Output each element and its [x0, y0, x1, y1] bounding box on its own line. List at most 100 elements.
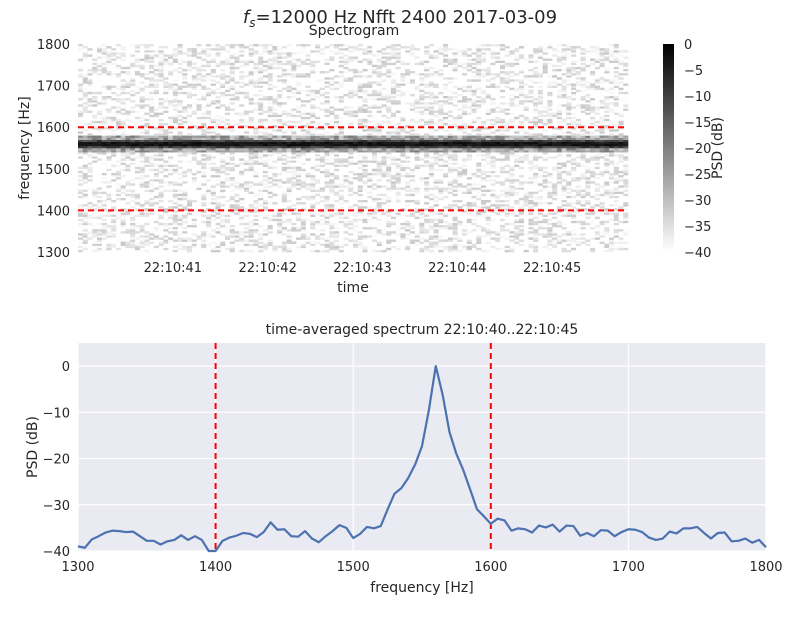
- spectrogram-cell: [149, 54, 155, 57]
- spectrogram-cell: [101, 102, 107, 105]
- spectrogram-cell: [371, 183, 378, 186]
- spectrogram-cell: [343, 48, 349, 51]
- spectrogram-cell: [424, 112, 430, 116]
- spectrogram-cell: [395, 131, 401, 134]
- spectrogram-cell: [248, 241, 254, 244]
- spectrogram-cell: [334, 160, 340, 163]
- spectrogram-cell: [106, 195, 112, 199]
- spectrogram-cell: [485, 48, 491, 51]
- spectrogram-cell: [215, 172, 221, 176]
- spectrogram-cell: [258, 62, 264, 66]
- spectrogram-cell: [182, 154, 188, 157]
- spectrogram-cell: [248, 79, 254, 82]
- spectrogram-cell: [556, 93, 562, 97]
- spectrogram-cell: [220, 243, 226, 247]
- spectrogram-cell: [376, 168, 382, 172]
- spectrogram-cell: [220, 150, 226, 153]
- spectrogram-cell: [414, 200, 420, 203]
- spectrogram-cell: [571, 168, 577, 172]
- spectrogram-cell: [187, 91, 193, 95]
- spectrogram-cell: [144, 156, 150, 159]
- spectrogram-cell: [466, 143, 472, 147]
- spectrogram-cell: [315, 150, 321, 153]
- spectrogram-cell: [220, 116, 226, 120]
- spectrogram-cell: [518, 197, 524, 201]
- spectrogram-cell: [168, 71, 174, 74]
- spectrogram-cell: [196, 150, 202, 153]
- spectrogram-cell: [566, 104, 572, 107]
- spectrogram-cell: [220, 210, 226, 213]
- spectrogram-cell: [258, 102, 264, 105]
- spectrogram-cell: [115, 123, 121, 126]
- spectrogram-cell: [96, 91, 103, 95]
- spectrogram-cell: [481, 189, 487, 192]
- spectrogram-cell: [168, 85, 174, 88]
- spectrogram-cell: [381, 229, 387, 232]
- spectrogram-cell: [523, 106, 529, 109]
- spectrogram-cell: [305, 185, 311, 188]
- spectrogram-cell: [158, 129, 164, 132]
- spectrogram-cell: [353, 177, 359, 180]
- spectrogram-cell: [499, 166, 506, 170]
- spectrogram-cell: [357, 60, 363, 64]
- spectrogram-cell: [182, 143, 188, 147]
- spectrogram-cell: [101, 231, 107, 234]
- spectrogram-cell: [196, 100, 202, 103]
- spectrogram-cell: [215, 114, 221, 118]
- spectrogram-cell: [348, 60, 354, 64]
- spectrogram-cell: [438, 120, 444, 124]
- spectrogram-cell: [96, 127, 103, 130]
- spectrogram-cell: [120, 162, 126, 165]
- spectrogram-cell: [305, 145, 311, 149]
- spectrogram-cell: [144, 112, 150, 116]
- spectrogram-cell: [144, 98, 150, 101]
- spectrogram-cell: [101, 85, 107, 88]
- spectrogram-cell: [575, 212, 581, 215]
- spectrogram-cell: [120, 160, 126, 163]
- spectrogram-cell: [566, 214, 572, 217]
- spectrogram-cell: [537, 48, 543, 51]
- spectrogram-cell: [319, 218, 325, 222]
- spectrogram-cell: [168, 200, 174, 203]
- spectrogram-cell: [348, 187, 354, 190]
- spectrogram-cell: [580, 164, 586, 168]
- spectrogram-cell: [272, 150, 278, 153]
- spectrogram-cell: [149, 150, 155, 153]
- spectrogram-cell: [438, 110, 444, 113]
- spectrogram-cell: [443, 54, 449, 57]
- spectrogram-cell: [348, 96, 354, 99]
- spectrogram-cell: [405, 131, 411, 134]
- spectrogram-cell: [319, 71, 325, 74]
- spectrogram-cell: [495, 233, 501, 236]
- spectrogram-cell: [296, 202, 302, 205]
- spectrogram-cell: [428, 108, 434, 111]
- spectrogram-cell: [305, 218, 311, 222]
- spectrogram-cell: [518, 158, 524, 161]
- spectrogram-cell: [130, 233, 136, 236]
- spectrogram-cell: [400, 152, 406, 155]
- spectrogram-cell: [424, 73, 430, 76]
- spectrogram-cell: [115, 177, 121, 180]
- spectrogram-cell: [462, 172, 468, 176]
- spectrogram-cell: [168, 137, 174, 140]
- spectrogram-cell: [134, 245, 140, 249]
- spectrogram-cell: [187, 168, 193, 172]
- spectrogram-cell: [82, 106, 88, 109]
- spectrogram-cell: [443, 46, 449, 49]
- spectrogram-cell: [433, 102, 439, 105]
- spectrogram-cell: [419, 247, 425, 251]
- spectrogram-cell: [447, 237, 453, 240]
- spectrogram-cell: [395, 93, 401, 97]
- spectrogram-cell: [561, 87, 567, 91]
- spectrogram-cell: [471, 172, 477, 176]
- spectrogram-cell: [224, 218, 231, 222]
- spectrogram-cell: [381, 135, 387, 138]
- spectrogram-cell: [585, 200, 591, 203]
- spectrogram-cell: [272, 56, 278, 59]
- spectrogram-cell: [476, 183, 482, 186]
- spectrogram-cell: [580, 62, 586, 66]
- spectrogram-cell: [215, 204, 221, 207]
- spectrogram-cell: [556, 114, 562, 118]
- spectrogram-cell: [149, 135, 155, 138]
- spectrogram-cell: [234, 135, 240, 138]
